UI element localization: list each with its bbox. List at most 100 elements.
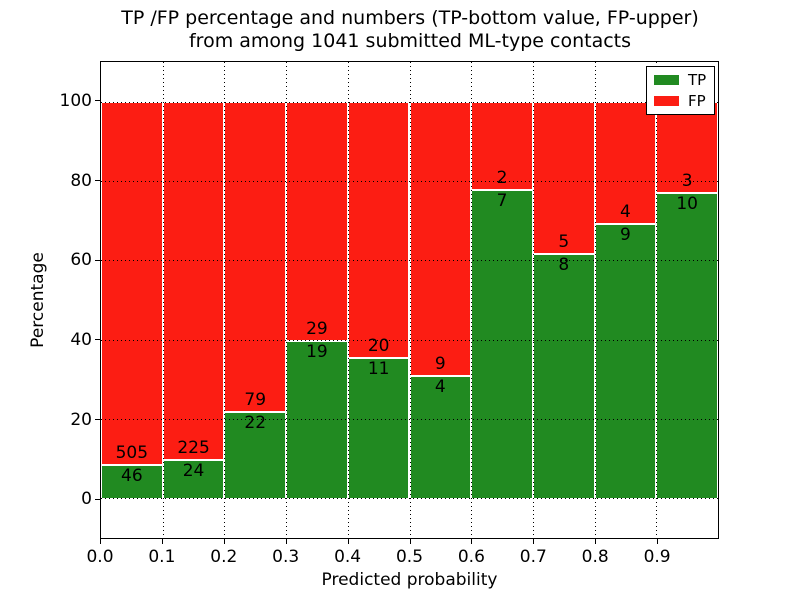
fp-bar-segment <box>286 101 348 342</box>
y-tick-label: 80 <box>70 170 92 191</box>
legend-label-fp: FP <box>688 92 706 110</box>
x-tick-mark <box>471 539 473 544</box>
horizontal-gridline <box>101 181 718 182</box>
horizontal-gridline <box>101 419 718 420</box>
fp-bar-segment <box>162 101 225 461</box>
x-tick-mark <box>533 539 535 544</box>
y-tick-marks <box>95 61 100 539</box>
x-tick-label: 0.6 <box>457 547 485 567</box>
y-tick-label: 60 <box>70 250 92 271</box>
x-tick-mark <box>223 539 225 544</box>
horizontal-gridline <box>101 101 718 103</box>
tp-bar-segment <box>224 411 287 499</box>
fp-color-swatch <box>654 96 679 106</box>
y-tick-label: 100 <box>59 90 92 111</box>
x-tick-label: 0.5 <box>395 547 424 567</box>
vertical-gridline <box>162 62 164 538</box>
fp-count-label: 20 <box>367 335 390 356</box>
y-tick-mark <box>95 259 100 261</box>
x-tick-mark <box>657 539 659 544</box>
horizontal-gridline <box>101 498 718 500</box>
tp-bar-segment <box>409 376 472 499</box>
fp-bar-segment <box>101 101 163 466</box>
fp-count-label: 505 <box>115 443 149 464</box>
plot-area: 505 46 225 24 79 22 29 19 20 11 9 4 2 7 5 8 4 9 3 10 <box>100 61 719 539</box>
chart-title-line-1: TP /FP percentage and numbers (TP-bottom… <box>121 7 699 29</box>
vertical-gridline <box>594 62 596 538</box>
tp-count-label: 24 <box>182 461 205 482</box>
fp-count-label: 225 <box>177 438 210 459</box>
x-tick-mark <box>100 539 101 544</box>
y-tick-mark <box>95 419 100 420</box>
y-tick-mark <box>95 498 100 500</box>
x-tick-label: 0.3 <box>272 547 300 567</box>
y-tick-mark <box>95 339 100 341</box>
tp-count-label: 8 <box>558 255 570 276</box>
x-tick-label: 0.0 <box>86 547 114 567</box>
fp-count-label: 2 <box>496 167 508 188</box>
fp-bar-segment <box>224 101 287 412</box>
x-axis-tick-labels: 0.0 0.1 0.2 0.3 0.4 0.5 0.6 0.7 0.8 0.9 <box>86 547 719 567</box>
x-tick-label: 0.1 <box>148 547 176 567</box>
tp-count-label: 19 <box>306 342 328 363</box>
y-tick-mark <box>95 100 100 102</box>
fp-count-label: 29 <box>306 319 328 340</box>
tp-count-label: 10 <box>676 194 698 215</box>
x-tick-label: 0.2 <box>210 547 238 567</box>
x-axis-label: Predicted probability <box>321 570 498 590</box>
vertical-gridline <box>347 62 349 538</box>
x-tick-mark <box>595 539 597 544</box>
fp-count-label: 9 <box>434 354 446 375</box>
tp-bar-segment <box>656 193 718 499</box>
vertical-gridline <box>409 62 411 538</box>
y-tick-mark <box>95 180 100 181</box>
tp-bar-segment <box>347 357 410 499</box>
fp-count-label: 3 <box>681 171 693 192</box>
fp-count-label: 5 <box>558 232 570 253</box>
x-tick-marks <box>100 539 719 544</box>
fp-bar-segment <box>347 101 410 358</box>
tp-bar-segment <box>471 189 533 499</box>
tp-count-label: 4 <box>434 377 446 398</box>
tp-count-label: 9 <box>620 224 631 245</box>
chart-title: TP /FP percentage and numbers (TP-bottom… <box>100 7 720 53</box>
legend-label-tp: TP <box>688 71 707 89</box>
vertical-gridline <box>532 62 534 538</box>
horizontal-gridline <box>101 260 718 262</box>
tp-color-swatch <box>654 75 679 85</box>
x-tick-label: 0.9 <box>643 547 671 567</box>
y-axis-tick-labels: 0 20 40 60 80 100 <box>28 61 92 539</box>
tp-bar-segment <box>162 460 225 499</box>
x-tick-mark <box>161 539 163 544</box>
x-tick-label: 0.8 <box>581 547 609 567</box>
vertical-gridline <box>656 62 658 538</box>
vertical-gridline <box>286 62 288 538</box>
tp-count-label: 11 <box>367 358 390 379</box>
fp-bar-segment <box>409 101 472 377</box>
tp-count-label: 7 <box>496 190 508 211</box>
x-tick-mark <box>285 539 287 544</box>
tp-count-label: 46 <box>121 466 143 487</box>
y-tick-label: 0 <box>81 489 92 510</box>
horizontal-gridline <box>101 339 718 341</box>
fp-count-label: 4 <box>620 201 631 222</box>
vertical-gridline <box>224 62 226 538</box>
fp-bar-segment <box>656 101 718 194</box>
legend-item-fp: FP <box>654 93 706 109</box>
x-tick-label: 0.4 <box>334 547 362 567</box>
x-tick-label: 0.7 <box>519 547 547 567</box>
y-axis-label: Percentage <box>28 252 48 348</box>
tp-bar-segment <box>101 465 163 499</box>
tp-bar-segment <box>594 223 657 499</box>
fp-count-label: 79 <box>244 389 267 410</box>
y-tick-label: 20 <box>70 409 92 430</box>
x-tick-mark <box>347 539 349 544</box>
tp-count-label: 22 <box>244 412 267 433</box>
legend-item-tp: TP <box>654 72 706 88</box>
fp-bar-segment <box>532 101 595 255</box>
chart-title-line-2: from among 1041 submitted ML-type contac… <box>188 30 632 52</box>
tp-bar-segment <box>532 254 595 499</box>
y-tick-label: 40 <box>70 329 92 350</box>
fp-bar-segment <box>594 101 657 224</box>
